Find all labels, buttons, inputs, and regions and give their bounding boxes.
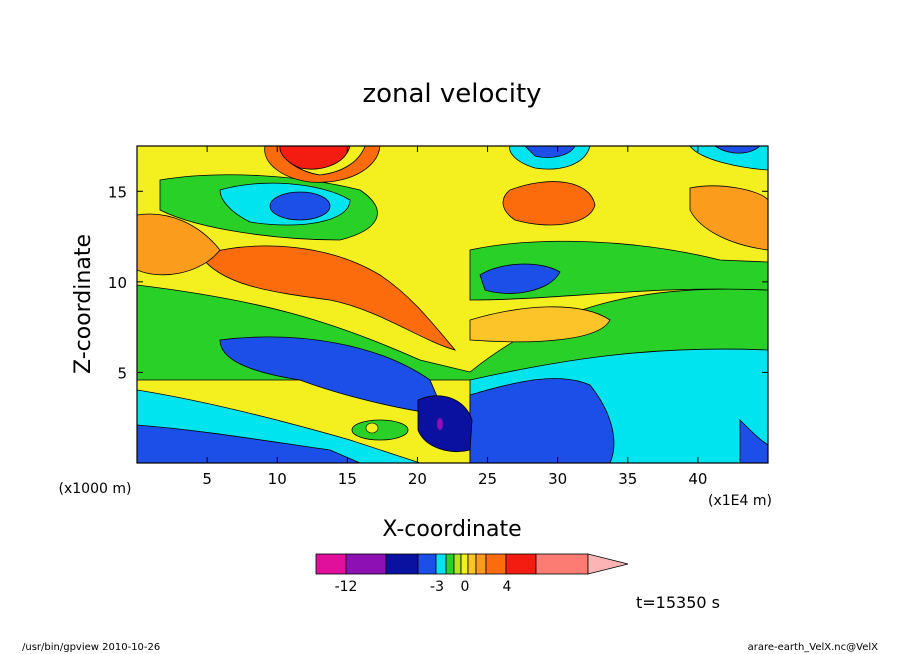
- footer-right: arare-earth_VelX.nc@VelX: [748, 642, 879, 653]
- colorbar-segment: [453, 553, 462, 575]
- colorbar-segment: [345, 553, 387, 575]
- colorbar-extend-arrow: [587, 553, 629, 575]
- colorbar-label: 4: [503, 579, 512, 595]
- contour-orange-far-right: [689, 185, 768, 251]
- x-tick-label: 30: [548, 470, 567, 488]
- footer-left: /usr/bin/gpview 2010-10-26: [22, 642, 160, 653]
- colorbar-segment: [315, 553, 347, 575]
- colorbar-label: 0: [461, 579, 470, 595]
- colorbar-segment: [417, 553, 437, 575]
- contour-orange-left: [137, 213, 221, 276]
- colorbar-segment: [435, 553, 447, 575]
- x-tick-label: 35: [618, 470, 637, 488]
- contour-green-blob: [351, 419, 409, 441]
- time-label: t=15350 s: [636, 593, 720, 612]
- y-axis-ticks: 5 10 15: [108, 183, 768, 382]
- contour-blue-corner: [739, 419, 768, 463]
- colorbar-label: -12: [335, 579, 358, 595]
- x-axis-ticks: 5 10 15 20 25 30 35 40: [202, 146, 707, 488]
- contour-blue-bottom-right: [469, 378, 615, 463]
- plot-frame: [136, 145, 769, 464]
- colorbar-tick-labels: -12 -3 0 4: [335, 579, 512, 595]
- contour-navy-core: [417, 395, 473, 452]
- x-tick-label: 5: [202, 470, 212, 488]
- contour-yellow-spot: [365, 422, 379, 434]
- y-tick-label: 10: [108, 274, 127, 292]
- x-scale-label: (x1E4 m): [708, 493, 772, 509]
- colorbar-segment: [460, 553, 469, 575]
- y-tick-label: 15: [108, 183, 127, 201]
- contour-blue-tongue: [219, 336, 446, 416]
- colorbar-segment: [467, 553, 477, 575]
- y-axis-label: Z-coordinate: [71, 234, 96, 374]
- contour-purple-spot: [437, 418, 443, 430]
- contour-blue-right-patch: [479, 263, 561, 294]
- x-tick-label: 40: [688, 470, 707, 488]
- contour-orange-upper-right: [502, 181, 596, 226]
- colorbar-segment: [385, 553, 419, 575]
- colorbar-segment: [535, 553, 589, 575]
- colorbar-label: -3: [430, 579, 444, 595]
- x-tick-label: 20: [408, 470, 427, 488]
- colorbar-segment: [475, 553, 487, 575]
- colorbar-segment: [505, 553, 537, 575]
- contour-yellow-orange-right: [469, 306, 611, 343]
- x-unit-label: (x1000 m): [59, 481, 132, 497]
- contour-orange-band: [199, 245, 457, 351]
- contour-blue-upper: [269, 191, 331, 221]
- x-tick-label: 10: [268, 470, 287, 488]
- x-tick-label: 15: [338, 470, 357, 488]
- chart-title: zonal velocity: [362, 79, 541, 109]
- colorbar-segment: [485, 553, 507, 575]
- y-tick-label: 5: [117, 364, 127, 382]
- x-axis-label: X-coordinate: [382, 517, 521, 542]
- x-tick-label: 25: [478, 470, 497, 488]
- colorbar-segment: [445, 553, 455, 575]
- contour-field: [137, 146, 768, 463]
- colorbar: [315, 553, 629, 575]
- contour-blue-bottom-left: [137, 424, 361, 463]
